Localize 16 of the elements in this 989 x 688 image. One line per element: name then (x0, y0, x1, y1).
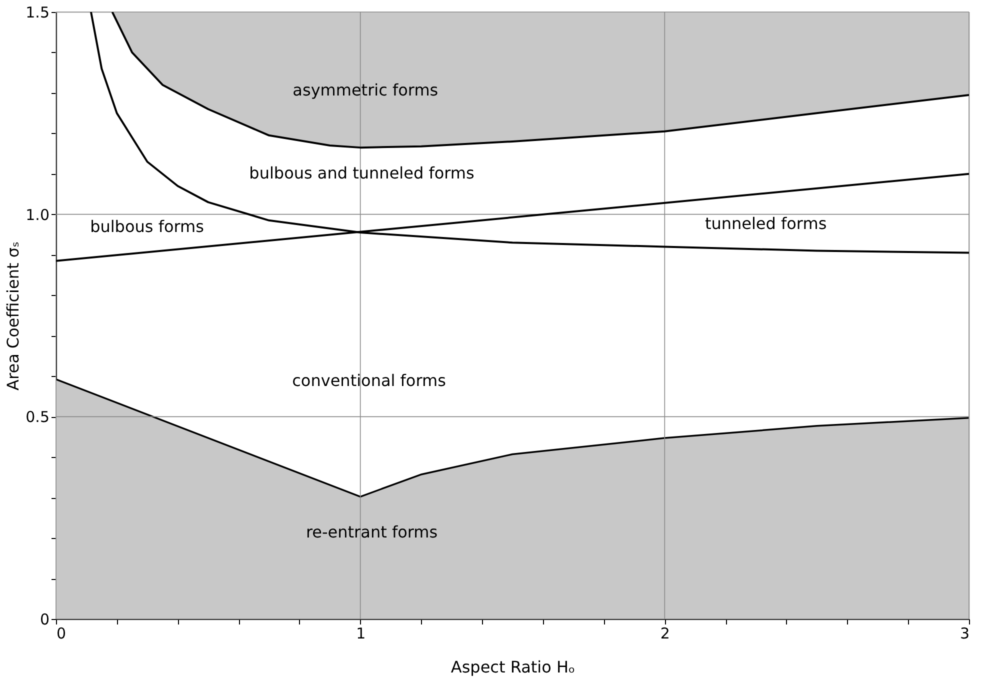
annotation: bulbous forms (90, 216, 204, 236)
x-axis-title: Aspect Ratio Hₒ (450, 658, 576, 676)
y-tick-label: 0 (40, 610, 50, 628)
x-tick-label: 1 (356, 624, 366, 642)
y-tick-label: 1.0 (26, 206, 50, 224)
annotation: conventional forms (292, 371, 446, 390)
x-tick-label: 0 (56, 624, 66, 642)
x-tick-label: 3 (960, 624, 970, 642)
y-tick-label: 1.5 (26, 4, 50, 22)
annotation: bulbous and tunneled forms (249, 164, 474, 183)
annotation: tunneled forms (704, 214, 827, 233)
y-tick-label: 0.5 (26, 408, 50, 426)
x-tick-label: 2 (660, 624, 670, 642)
y-axis-title: Area Coefficient σₛ (4, 242, 23, 390)
annotation: asymmetric forms (292, 80, 438, 100)
annotation: re-entrant forms (306, 522, 438, 542)
